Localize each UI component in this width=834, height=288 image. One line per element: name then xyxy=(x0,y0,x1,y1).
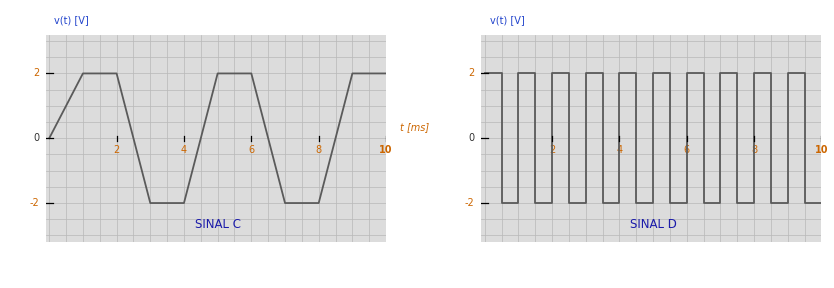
Text: 8: 8 xyxy=(315,145,322,155)
Text: 4: 4 xyxy=(181,145,187,155)
Text: 0: 0 xyxy=(33,133,39,143)
Text: 10: 10 xyxy=(379,145,393,155)
Text: -2: -2 xyxy=(29,198,39,208)
Text: v(t) [V]: v(t) [V] xyxy=(54,15,89,25)
Text: -2: -2 xyxy=(465,198,475,208)
Text: 2: 2 xyxy=(33,69,39,78)
Text: 2: 2 xyxy=(549,145,555,155)
Text: t [ms]: t [ms] xyxy=(399,122,429,132)
Text: SINAL D: SINAL D xyxy=(630,217,676,231)
Text: 0: 0 xyxy=(469,133,475,143)
Text: 8: 8 xyxy=(751,145,757,155)
Text: 6: 6 xyxy=(249,145,254,155)
Text: 2: 2 xyxy=(113,145,120,155)
Text: v(t) [V]: v(t) [V] xyxy=(490,15,525,25)
Text: 10: 10 xyxy=(815,145,828,155)
Text: 4: 4 xyxy=(616,145,622,155)
Text: 2: 2 xyxy=(469,69,475,78)
Text: SINAL C: SINAL C xyxy=(194,217,241,231)
Text: 6: 6 xyxy=(684,145,690,155)
